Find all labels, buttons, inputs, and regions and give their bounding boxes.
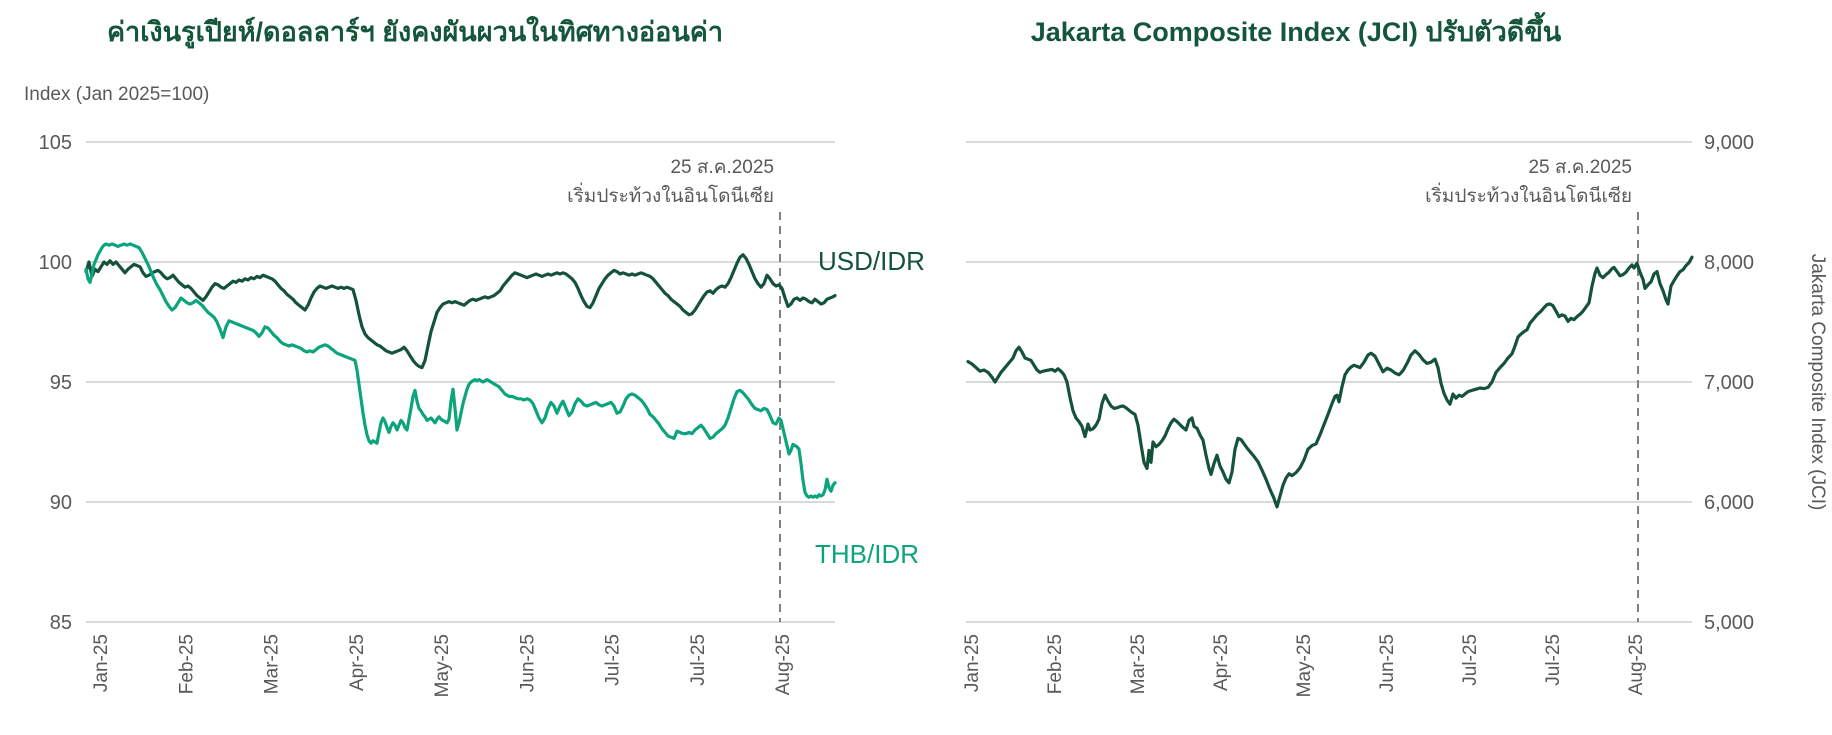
x-axis-tick-label: Aug-25 [1626,634,1647,695]
y-axis-tick-label: 85 [50,612,72,634]
x-axis-tick-label: Apr-25 [1211,634,1232,691]
x-axis-tick-label: Jan-25 [91,634,112,692]
y-axis-tick-label: 9,000 [1704,132,1754,154]
left-chart-title: ค่าเงินรูเปียห์/ดอลลาร์ฯ ยังคงผันผวนในทิ… [106,17,724,47]
y-axis-tick-label: 105 [39,132,72,154]
series-label-usd-idr: USD/IDR [818,246,925,276]
x-axis-tick-label: May-25 [432,634,453,697]
x-axis-tick-label: Jul-25 [688,634,709,686]
y-axis-tick-label: 100 [39,252,72,274]
y-axis-tick-label: 8,000 [1704,252,1754,274]
y-axis-tick-label: 5,000 [1704,612,1754,634]
event-annotation-text: เริ่มประท้วงในอินโดนีเซีย [1425,182,1632,207]
event-annotation-text: เริ่มประท้วงในอินโดนีเซีย [567,182,774,207]
x-axis-tick-label: Mar-25 [1128,634,1149,694]
right-chart-title: Jakarta Composite Index (JCI) ปรับตัวดีข… [1030,17,1562,47]
x-axis-tick-label: Jan-25 [962,634,983,692]
x-axis-tick-label: Mar-25 [262,634,283,694]
x-axis-tick-label: Jul-25 [603,634,624,686]
x-axis-tick-label: May-25 [1294,634,1315,697]
x-axis-tick-label: Jul-25 [1460,634,1481,686]
y-axis-tick-label: 6,000 [1704,492,1754,514]
x-axis-tick-label: Apr-25 [347,634,368,691]
x-axis-tick-label: Feb-25 [1045,634,1066,694]
x-axis-tick-label: Jun-25 [517,634,538,692]
x-axis-tick-label: Jul-25 [1543,634,1564,686]
event-annotation-date: 25 ส.ค.2025 [670,157,774,178]
series-line-jci [966,255,1694,509]
x-axis-tick-label: Jun-25 [1377,634,1398,692]
y-axis-tick-label: 95 [50,372,72,394]
right-y-axis-title: Jakarta Composite Index (JCI) [1807,254,1828,511]
event-annotation-date: 25 ส.ค.2025 [1528,157,1632,178]
y-axis-tick-label: 90 [50,492,72,514]
x-axis-tick-label: Feb-25 [176,634,197,694]
left-chart-axis-note: Index (Jan 2025=100) [24,84,210,105]
x-axis-tick-label: Aug-25 [773,634,794,695]
series-line-thb-idr [84,242,837,499]
y-axis-tick-label: 7,000 [1704,372,1754,394]
series-label-thb-idr: THB/IDR [815,539,919,569]
series-line-usd-idr [84,253,837,370]
